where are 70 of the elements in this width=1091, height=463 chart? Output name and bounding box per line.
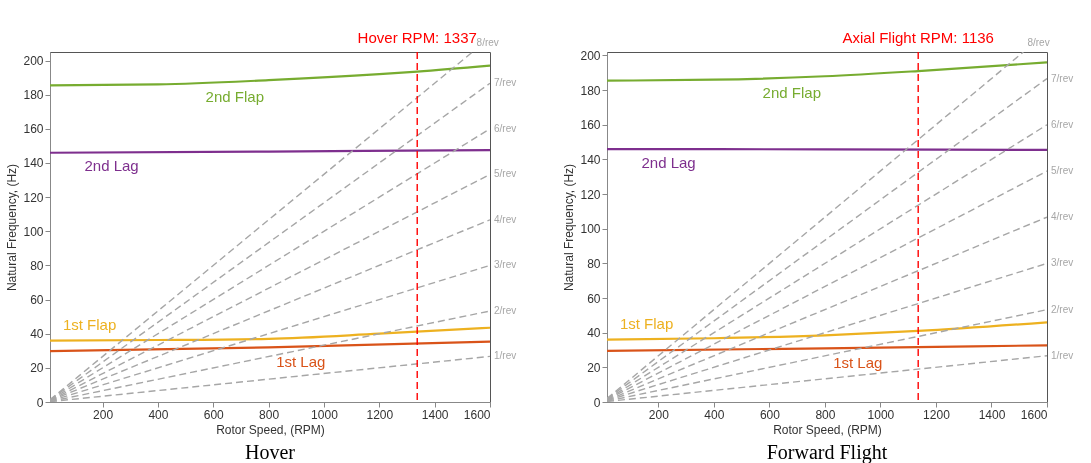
series-label: 2nd Lag: [641, 154, 696, 172]
y-tick-label: 0: [593, 395, 601, 410]
y-tick-label: 100: [580, 222, 601, 237]
y-tick-label: 60: [30, 293, 44, 308]
series-label: 7/rev: [1051, 72, 1074, 84]
series-label: 2nd Flap: [205, 88, 264, 106]
y-tick-label: 0: [36, 395, 44, 410]
x-tick-label: 1400: [978, 407, 1006, 422]
series-label: 2nd Flap: [762, 84, 821, 102]
y-axis-title: Natural Frequency, (Hz): [562, 163, 577, 292]
series-label: 8/rev: [476, 37, 499, 48]
y-axis-title: Natural Frequency, (Hz): [5, 163, 20, 292]
x-tick-label: 600: [203, 407, 225, 422]
x-tick-label: 1200: [366, 407, 394, 422]
y-tick-label: 120: [23, 190, 44, 205]
y-tick-label: 200: [580, 48, 601, 63]
x-tick-label: 1400: [421, 407, 449, 422]
series-label: 5/rev: [1051, 165, 1074, 177]
series-label: 3/rev: [1051, 257, 1074, 269]
y-tick-label: 180: [23, 88, 44, 103]
x-tick-label: 1600: [1020, 407, 1048, 422]
series-label: 1st Lag: [276, 352, 326, 370]
series-label: 1st Lag: [833, 353, 883, 371]
series-label: 1st Flap: [62, 316, 117, 334]
text: Forward Flight: [766, 441, 888, 463]
series-label: 6/rev: [494, 122, 517, 134]
series-label: 1/rev: [494, 350, 517, 362]
y-tick-label: 160: [580, 118, 601, 133]
x-axis-title: Rotor Speed, (RPM): [216, 422, 325, 437]
y-tick-label: 80: [587, 256, 601, 271]
series-label: 7/rev: [494, 77, 517, 89]
x-tick-label: 1000: [867, 407, 895, 422]
x-tick-label: 1200: [923, 407, 951, 422]
y-tick-label: 180: [580, 83, 601, 98]
series-label: 6/rev: [1051, 118, 1074, 130]
y-tick-label: 120: [580, 187, 601, 202]
series-label: 4/rev: [494, 213, 517, 225]
x-tick-label: 400: [704, 407, 725, 422]
text: Hover: [245, 441, 296, 463]
x-tick-label: 1000: [311, 407, 339, 422]
y-tick-label: 160: [23, 122, 44, 137]
y-tick-label: 40: [587, 326, 601, 341]
series-label: 2nd Lag: [84, 157, 139, 175]
x-tick-label: 200: [93, 407, 114, 422]
ref-line-label: Hover RPM: 1337: [357, 29, 477, 46]
x-tick-label: 1600: [463, 407, 491, 422]
x-tick-label: 600: [759, 407, 781, 422]
series-label: 4/rev: [1051, 211, 1074, 223]
ref-line-label: Axial Flight RPM: 1136: [842, 29, 994, 46]
series-label: 1/rev: [1051, 349, 1074, 361]
series-label: 2/rev: [494, 305, 517, 316]
x-tick-label: 400: [148, 407, 169, 422]
y-tick-label: 60: [587, 291, 601, 306]
y-tick-label: 140: [23, 156, 44, 171]
y-tick-label: 100: [23, 224, 44, 239]
x-tick-label: 800: [815, 407, 836, 422]
y-tick-label: 20: [30, 361, 44, 376]
series-label: 2/rev: [1051, 303, 1074, 315]
y-tick-label: 140: [580, 152, 601, 167]
y-tick-label: 200: [23, 54, 44, 69]
x-tick-label: 200: [648, 407, 670, 422]
series-label: 5/rev: [494, 168, 517, 180]
y-tick-label: 80: [30, 258, 44, 273]
y-tick-label: 20: [587, 360, 601, 375]
series-label: 8/rev: [1027, 37, 1050, 48]
series-label: 3/rev: [494, 259, 517, 271]
y-tick-label: 40: [30, 327, 44, 342]
x-axis-title: Rotor Speed, (RPM): [773, 422, 882, 437]
series-label: 1st Flap: [619, 315, 674, 333]
x-tick-label: 800: [259, 407, 280, 422]
